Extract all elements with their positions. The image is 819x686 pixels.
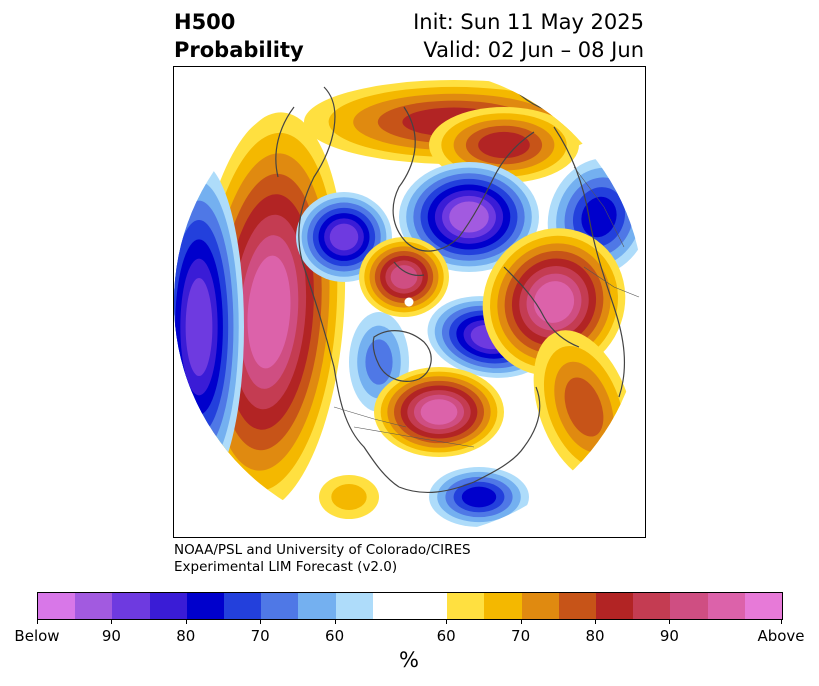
colorbar-tick-mark	[595, 619, 596, 624]
contour-level	[478, 131, 530, 159]
colorbar-tick-label: 60	[436, 627, 456, 645]
colorbar-tick-label: 90	[659, 627, 679, 645]
colorbar-segment	[186, 593, 225, 619]
contour-level	[331, 484, 367, 510]
anomaly-field	[174, 67, 644, 537]
colorbar-segment	[372, 593, 448, 619]
colorbar-segment	[744, 593, 783, 619]
above-south-patch	[319, 475, 379, 519]
colorbar-segment	[335, 593, 373, 619]
contour-level	[581, 196, 617, 238]
map-svg	[174, 67, 644, 537]
above-center-north-america	[374, 367, 504, 457]
colorbar-tick-mark	[37, 619, 38, 624]
colorbar-segment	[224, 593, 262, 619]
colorbar-segment	[670, 593, 708, 619]
contour-level	[461, 486, 497, 508]
colorbar-segment	[298, 593, 336, 619]
colorbar-tick-mark	[334, 619, 336, 624]
colorbar-segment	[112, 593, 150, 619]
colorbar-unit-label: %	[399, 648, 419, 672]
credit-line-2: Experimental LIM Forecast (v2.0)	[174, 559, 398, 575]
colorbar-tick-mark	[669, 619, 671, 624]
contour-level	[420, 399, 458, 425]
colorbar-segment	[484, 593, 522, 619]
country-borders	[333, 166, 640, 448]
valid-range-label: Valid: 02 Jun – 08 Jun	[423, 38, 644, 62]
colorbar-segment	[75, 593, 113, 619]
colorbar	[37, 592, 783, 620]
north-pole-marker	[404, 297, 414, 307]
colorbar-segment	[558, 593, 597, 619]
credit-block: NOAA/PSL and University of Colorado/CIRE…	[174, 542, 471, 576]
above-center-siberia	[482, 228, 626, 376]
colorbar-segment	[149, 593, 187, 619]
colorbar-tick-label: 80	[176, 627, 196, 645]
colorbar-tick-mark	[446, 619, 448, 624]
colorbar-tick-label: Below	[14, 627, 60, 645]
colorbar-tick-label: Above	[757, 627, 805, 645]
contour-level	[365, 339, 393, 385]
probability-map	[173, 66, 646, 538]
colorbar-tick-mark	[111, 619, 113, 624]
colorbar-segment	[707, 593, 745, 619]
colorbar-segment	[633, 593, 671, 619]
colorbar-segment	[447, 593, 485, 619]
contour-level	[449, 201, 489, 233]
colorbar-tick-mark	[781, 619, 782, 624]
below-center-arctic	[399, 162, 539, 272]
title-block-left: H500 Probability	[174, 8, 304, 64]
contour-level	[185, 277, 213, 377]
colorbar-tick-mark	[260, 619, 262, 624]
colorbar-segment	[38, 593, 76, 619]
contour-level	[564, 377, 604, 437]
colorbar-segment	[261, 593, 299, 619]
colorbar-tick-mark	[520, 619, 522, 624]
colorbar-segment	[596, 593, 634, 619]
contour-level	[329, 223, 359, 251]
colorbar-tick-mark	[185, 619, 187, 624]
variable-label: H500	[174, 10, 236, 34]
below-center-south	[429, 467, 529, 527]
init-date-label: Init: Sun 11 May 2025	[413, 10, 644, 34]
field-type-label: Probability	[174, 38, 304, 62]
credit-line-1: NOAA/PSL and University of Colorado/CIRE…	[174, 542, 471, 558]
contour-level	[390, 265, 418, 289]
title-block-right: Init: Sun 11 May 2025 Valid: 02 Jun – 08…	[413, 8, 644, 64]
colorbar-tick-label: 90	[101, 627, 121, 645]
colorbar-segment	[521, 593, 559, 619]
colorbar-tick-label: 70	[250, 627, 270, 645]
coastlines	[275, 76, 626, 493]
above-center-greenland	[359, 237, 449, 317]
contour-level	[533, 281, 575, 323]
contour-level	[247, 255, 291, 369]
above-east-arc	[533, 330, 635, 484]
colorbar-tick-label: 60	[325, 627, 345, 645]
colorbar-tick-label: 80	[585, 627, 605, 645]
colorbar-tick-label: 70	[511, 627, 531, 645]
